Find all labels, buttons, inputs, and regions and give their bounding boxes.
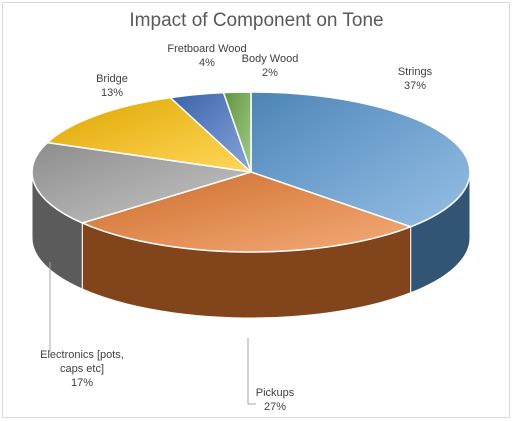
value-label: 37%	[403, 80, 427, 92]
data-label: Pickups 27%	[245, 386, 305, 414]
data-label: Electronics [pots, caps etc] 17%	[32, 348, 132, 390]
slice	[45, 96, 254, 174]
value-label: 4%	[199, 57, 215, 69]
chart-title: Impact of Component on Tone	[129, 10, 384, 31]
data-label: Bridge 13%	[82, 72, 142, 100]
slice	[250, 91, 471, 228]
leader-line	[247, 338, 256, 405]
data-label: Strings 37%	[375, 65, 455, 93]
category-label: Strings	[397, 66, 433, 78]
data-label: Fretboard Wood 4%	[147, 42, 267, 70]
pie	[31, 91, 471, 319]
slice	[222, 91, 252, 173]
data-label: Body Wood 2%	[230, 52, 310, 80]
value-label: 17%	[70, 377, 94, 389]
value-label: 2%	[262, 67, 278, 79]
value-label: 13%	[100, 87, 124, 99]
category-label: Bridge	[96, 73, 128, 85]
value-label: 27%	[263, 401, 287, 413]
category-label: Body Wood	[241, 53, 299, 65]
slice	[31, 141, 252, 224]
category-label: Fretboard Wood	[167, 43, 247, 55]
slice	[80, 171, 413, 253]
category-label: Electronics [pots, caps etc]	[40, 349, 124, 375]
category-label: Pickups	[255, 387, 295, 399]
